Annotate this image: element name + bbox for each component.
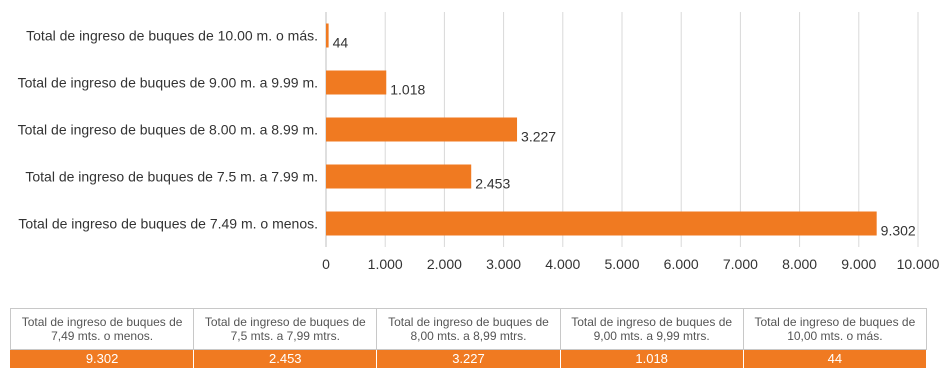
table-header-cell: Total de ingreso de buques de 7,49 mts. … bbox=[9, 308, 195, 350]
x-tick-label: 4.000 bbox=[545, 256, 580, 272]
x-tick-label: 0 bbox=[322, 256, 330, 272]
table-value-cell: 1.018 bbox=[559, 349, 744, 369]
table-value-cell: 3.227 bbox=[376, 349, 561, 369]
bar-chart: 0 1.000 2.000 3.000 4.000 5.000 6.000 7.000 8.00… bbox=[18, 12, 940, 272]
category-label: Total de ingreso de buques de 9.00 m. a … bbox=[18, 75, 318, 91]
category-label: Total de ingreso de buques de 7.5 m. a 7… bbox=[25, 169, 318, 185]
value-label: 9.302 bbox=[881, 223, 916, 239]
value-label: 44 bbox=[333, 35, 349, 51]
table-header-row: Total de ingreso de buques de 7,49 mts. … bbox=[9, 308, 928, 350]
table-header-cell: Total de ingreso de buques de 8,00 mts. … bbox=[376, 308, 561, 350]
x-tick-label: 5.000 bbox=[604, 256, 639, 272]
x-tick-label: 3.000 bbox=[486, 256, 521, 272]
bar bbox=[326, 117, 518, 142]
bar bbox=[326, 23, 329, 48]
table-header-cell: Total de ingreso de buques de 9,00 mts. … bbox=[559, 308, 744, 350]
table-header-cell: Total de ingreso de buques de 10,00 mts.… bbox=[742, 308, 928, 350]
bar bbox=[326, 70, 387, 95]
table-value-cell: 9.302 bbox=[9, 349, 195, 369]
x-tick-label: 6.000 bbox=[664, 256, 699, 272]
table-value-row: 9.302 2.453 3.227 1.018 44 bbox=[9, 349, 928, 369]
x-tick-label: 2.000 bbox=[427, 256, 462, 272]
table-value-cell: 44 bbox=[742, 349, 928, 369]
x-tick-label: 8.000 bbox=[782, 256, 817, 272]
x-tick-label: 1.000 bbox=[368, 256, 403, 272]
value-label: 3.227 bbox=[521, 129, 556, 145]
x-tick-label: 9.000 bbox=[841, 256, 876, 272]
category-label: Total de ingreso de buques de 10.00 m. o… bbox=[26, 28, 318, 44]
value-label: 2.453 bbox=[475, 176, 510, 192]
value-label: 1.018 bbox=[390, 82, 425, 98]
x-tick-label: 10.000 bbox=[897, 256, 940, 272]
category-label: Total de ingreso de buques de 8.00 m. a … bbox=[18, 122, 318, 138]
category-label: Total de ingreso de buques de 7.49 m. o … bbox=[18, 216, 318, 232]
bar bbox=[326, 164, 472, 189]
data-table: Total de ingreso de buques de 7,49 mts. … bbox=[9, 308, 928, 369]
x-tick-label: 7.000 bbox=[723, 256, 758, 272]
table-value-cell: 2.453 bbox=[193, 349, 378, 369]
table-header-cell: Total de ingreso de buques de 7,5 mts. a… bbox=[193, 308, 378, 350]
bar bbox=[326, 211, 877, 236]
